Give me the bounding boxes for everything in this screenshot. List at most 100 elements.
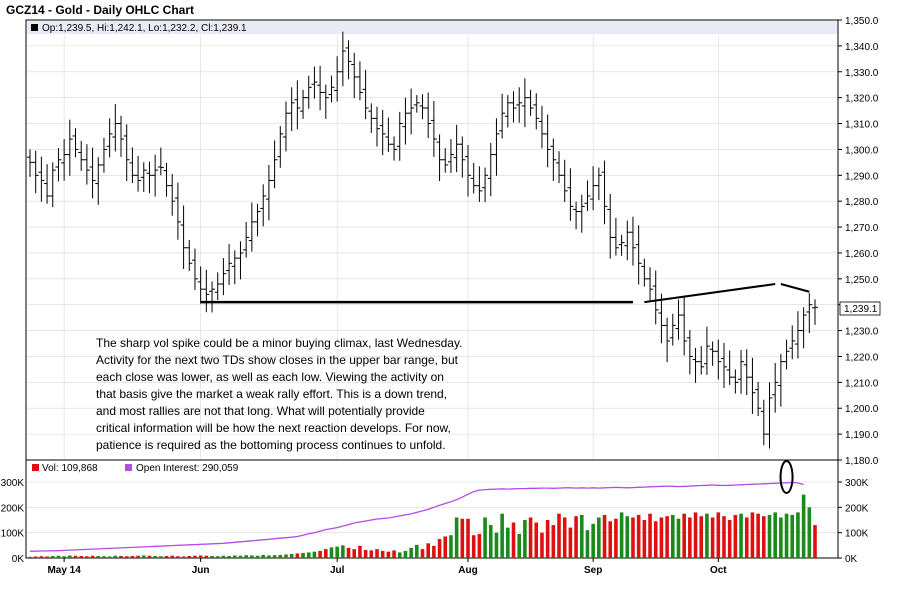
ohlc-bar bbox=[379, 110, 386, 156]
ohlc-bar bbox=[231, 250, 238, 285]
ohlc-bar bbox=[27, 149, 33, 177]
volume-bar bbox=[403, 550, 408, 558]
ohlc-bar bbox=[391, 136, 398, 161]
ohlc-bar bbox=[800, 307, 807, 349]
ohlc-bar bbox=[590, 166, 597, 211]
ohlc-bar bbox=[282, 101, 289, 152]
volume-bar bbox=[250, 555, 254, 558]
volume-bar bbox=[79, 555, 83, 558]
volume-bar bbox=[113, 555, 118, 558]
price-tick-label: 1,270.0 bbox=[845, 223, 879, 234]
ohlc-bar bbox=[550, 138, 557, 181]
x-axis-ticks: May 14 Jun Jul Aug Sep Oct bbox=[47, 558, 727, 576]
volume-bar bbox=[653, 521, 658, 558]
ohlc-bar bbox=[140, 162, 147, 192]
volume-bar bbox=[625, 516, 630, 558]
volume-panel bbox=[25, 459, 839, 559]
volume-bar bbox=[642, 520, 647, 558]
volume-bar bbox=[722, 516, 726, 558]
volume-bar bbox=[534, 522, 539, 558]
ohlc-bar bbox=[191, 248, 198, 290]
ohlc-bar bbox=[220, 258, 227, 296]
annotation-text: The sharp vol spike could be a minor buy… bbox=[96, 336, 462, 452]
volume-bar bbox=[141, 555, 146, 558]
ohlc-bar bbox=[789, 325, 796, 360]
ohlc-bar bbox=[533, 93, 540, 130]
volume-bar bbox=[187, 555, 192, 558]
volume-bar bbox=[238, 555, 243, 558]
volume-bar bbox=[670, 514, 675, 558]
volume-bar bbox=[705, 513, 709, 558]
ohlc-bar bbox=[755, 381, 762, 416]
volume-bar bbox=[779, 517, 783, 558]
ohlc-bar bbox=[402, 97, 409, 145]
ohlc-bar bbox=[100, 137, 107, 173]
volume-bar bbox=[358, 545, 362, 558]
volume-tick-label-right: 200K bbox=[845, 503, 869, 514]
volume-bar bbox=[523, 520, 527, 558]
volume-bar bbox=[369, 550, 374, 558]
volume-bar bbox=[68, 555, 72, 558]
ohlc-bar bbox=[254, 203, 261, 237]
x-tick-label: May 14 bbox=[47, 565, 81, 576]
price-tick-label: 1,190.0 bbox=[845, 430, 879, 441]
price-tick-label: 1,280.0 bbox=[845, 197, 879, 208]
ohlc-bar bbox=[487, 142, 494, 197]
x-tick-label: Jul bbox=[330, 565, 345, 576]
volume-bar bbox=[784, 513, 789, 558]
ohlc-bar bbox=[72, 128, 79, 158]
ohlc-bar bbox=[106, 118, 113, 158]
annotation-line-3: each close was lower, as well as each lo… bbox=[96, 370, 444, 384]
ohlc-bar bbox=[692, 347, 699, 383]
open-interest-line-group bbox=[30, 481, 804, 552]
volume-bar bbox=[176, 556, 180, 558]
volume-bar bbox=[39, 556, 44, 558]
ohlc-bar bbox=[95, 157, 102, 205]
ohlc-bar bbox=[180, 205, 187, 269]
ohlc-bar bbox=[493, 118, 500, 176]
ohlc-bar bbox=[482, 167, 489, 203]
ohlc-bar bbox=[49, 162, 56, 208]
open-interest-line bbox=[30, 481, 804, 552]
ohlc-bar bbox=[118, 115, 125, 157]
price-tick-label: 1,300.0 bbox=[845, 145, 879, 156]
volume-bar bbox=[488, 525, 493, 558]
annotation-line-4: that basis give the market a weak rally … bbox=[96, 387, 447, 401]
volume-bar bbox=[619, 512, 624, 558]
ohlc-bar bbox=[510, 91, 517, 123]
volume-bar bbox=[750, 512, 755, 558]
ohlc-bar bbox=[521, 78, 528, 128]
volume-bar bbox=[517, 533, 522, 558]
volume-bar bbox=[136, 555, 140, 558]
ohlc-bar bbox=[447, 139, 454, 173]
annotation-line-7: patience is required as the bottoming pr… bbox=[96, 438, 446, 452]
price-grid bbox=[27, 35, 837, 557]
annotation-line-5: and most rallies are not that long. What… bbox=[96, 404, 425, 418]
ohlc-bar bbox=[647, 267, 654, 301]
ohlc-bar bbox=[567, 168, 574, 221]
volume-bar bbox=[648, 513, 652, 558]
ohlc-bar bbox=[652, 270, 659, 325]
ohlc-bar bbox=[265, 164, 272, 221]
ohlc-bar bbox=[38, 156, 45, 202]
price-tick-label: 1,250.0 bbox=[845, 275, 879, 286]
volume-bar bbox=[85, 556, 89, 558]
ohlc-bar bbox=[612, 218, 619, 256]
volume-bar bbox=[124, 556, 129, 558]
volume-tick-label-right: 0K bbox=[845, 554, 858, 565]
ohlc-bar bbox=[732, 369, 739, 394]
ohlc-bar bbox=[675, 299, 682, 340]
ohlc-bar bbox=[425, 92, 432, 139]
volume-bar bbox=[796, 512, 800, 558]
ohlc-bar bbox=[430, 101, 437, 157]
ohlc-bar bbox=[538, 105, 545, 149]
volume-bar bbox=[301, 552, 305, 558]
volume-bar bbox=[477, 533, 482, 558]
volume-bar bbox=[90, 555, 95, 558]
volume-bar bbox=[312, 551, 317, 558]
volume-bar bbox=[466, 518, 470, 558]
ohlc-bar bbox=[44, 164, 51, 204]
volume-bar bbox=[733, 514, 738, 558]
ohlc-bar bbox=[146, 161, 153, 194]
